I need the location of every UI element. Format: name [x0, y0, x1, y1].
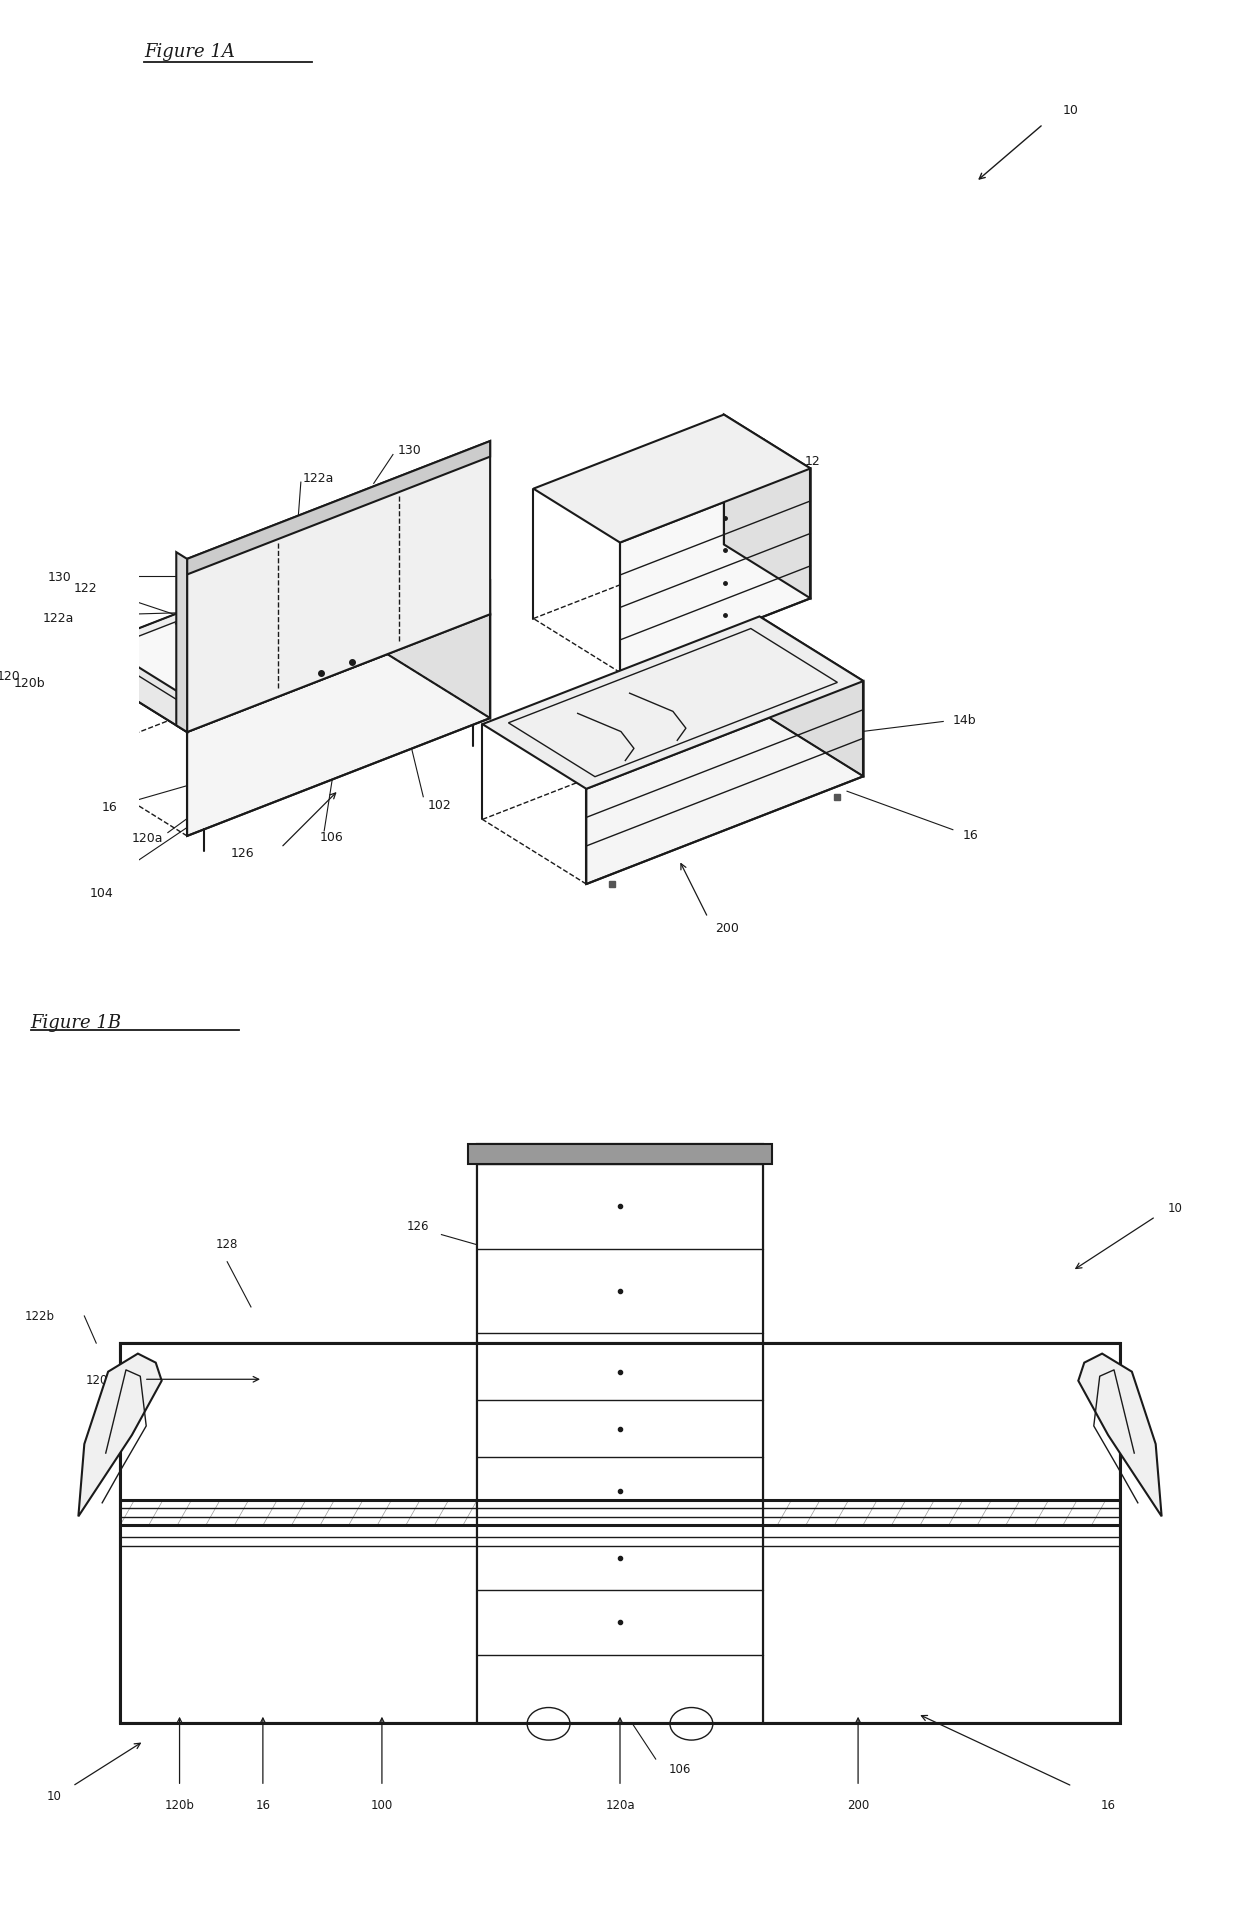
Polygon shape: [187, 442, 490, 575]
Text: 126: 126: [407, 1219, 429, 1233]
Text: 10: 10: [47, 1788, 62, 1802]
Polygon shape: [759, 617, 863, 777]
Text: 120: 120: [86, 1373, 108, 1386]
Text: Figure 1B: Figure 1B: [31, 1013, 122, 1031]
Text: 10: 10: [1063, 104, 1079, 117]
Text: 16: 16: [1101, 1798, 1116, 1811]
Text: 126: 126: [231, 846, 254, 860]
Text: 106: 106: [668, 1761, 691, 1775]
Text: 16: 16: [102, 800, 118, 813]
Text: 120b: 120b: [14, 677, 45, 690]
Text: 120a: 120a: [605, 1798, 635, 1811]
Text: 14a: 14a: [744, 435, 768, 448]
Text: 130: 130: [48, 571, 72, 583]
Text: 12: 12: [805, 454, 821, 467]
Text: 120b: 120b: [165, 1798, 195, 1811]
Text: 200: 200: [847, 1798, 869, 1811]
Polygon shape: [370, 540, 490, 719]
Text: 200: 200: [715, 921, 739, 935]
Text: 120: 120: [0, 669, 21, 683]
Text: 16: 16: [962, 829, 978, 842]
Polygon shape: [587, 681, 863, 885]
Polygon shape: [120, 1344, 477, 1723]
Polygon shape: [176, 554, 187, 733]
Polygon shape: [66, 623, 187, 733]
Text: 14b: 14b: [952, 713, 976, 727]
Polygon shape: [187, 442, 490, 733]
Text: 120a: 120a: [131, 831, 162, 844]
Polygon shape: [482, 617, 863, 790]
Polygon shape: [508, 629, 837, 777]
Text: 104: 104: [91, 887, 114, 900]
Polygon shape: [78, 1354, 161, 1517]
Text: 122b: 122b: [25, 1310, 55, 1323]
Polygon shape: [467, 1144, 773, 1165]
Polygon shape: [477, 1144, 763, 1344]
Polygon shape: [187, 615, 490, 837]
Text: 100: 100: [371, 1798, 393, 1811]
Text: 122: 122: [74, 581, 98, 594]
Polygon shape: [620, 469, 811, 673]
Polygon shape: [370, 506, 490, 615]
Polygon shape: [533, 415, 811, 544]
Text: 10: 10: [1168, 1202, 1183, 1213]
Polygon shape: [66, 540, 490, 733]
Text: Figure 1A: Figure 1A: [144, 44, 234, 62]
Polygon shape: [89, 550, 466, 721]
Text: 130: 130: [398, 444, 422, 458]
Text: 122a: 122a: [303, 471, 334, 485]
Polygon shape: [724, 415, 811, 600]
Text: 122a: 122a: [42, 612, 74, 625]
Polygon shape: [1079, 1354, 1162, 1517]
Text: 16: 16: [255, 1798, 270, 1811]
Polygon shape: [477, 1144, 763, 1723]
Text: 128: 128: [216, 1238, 238, 1250]
Text: 106: 106: [320, 831, 343, 844]
Text: 102: 102: [428, 798, 451, 812]
Polygon shape: [763, 1344, 1120, 1723]
